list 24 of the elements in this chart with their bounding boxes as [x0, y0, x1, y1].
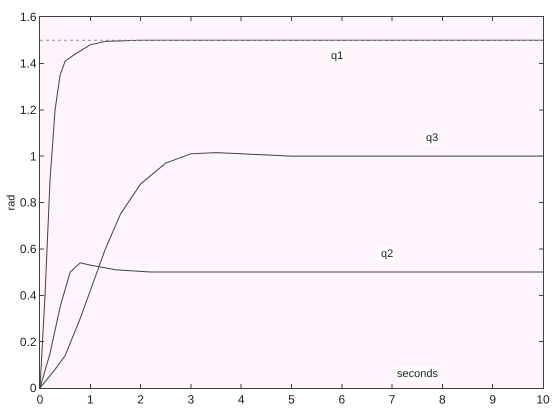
x-tick-label: 6: [338, 392, 346, 406]
y-tick-label: 0.8: [20, 196, 37, 210]
x-tick-label: 10: [536, 392, 550, 406]
x-tick-label: 2: [137, 392, 144, 406]
y-tick-label: 0.2: [20, 334, 37, 349]
y-tick-label: 0.4: [20, 288, 37, 302]
x-tick-label: 5: [288, 392, 296, 406]
x-tick-label: 4: [238, 392, 245, 406]
y-tick-label: 1: [30, 149, 37, 164]
y-tick-label: 1.6: [20, 10, 37, 24]
y-axis-title: rad: [6, 194, 18, 210]
y-tick-label: 0.6: [20, 242, 37, 256]
series-label: q2: [381, 248, 394, 260]
x-tick-label: 9: [489, 392, 496, 406]
y-tick-label: 1.2: [20, 102, 37, 117]
y-tick-label: 1.4: [20, 56, 37, 71]
x-tick-label: 7: [388, 392, 396, 406]
series-label: q1: [331, 50, 344, 62]
series-label: q3: [426, 132, 438, 144]
y-tick-label: 0: [30, 381, 37, 396]
x-tick-label: 3: [188, 392, 195, 406]
x-tick-label: 1: [86, 392, 94, 406]
x-axis-title: seconds: [397, 368, 438, 380]
x-tick-label: 8: [439, 392, 446, 406]
